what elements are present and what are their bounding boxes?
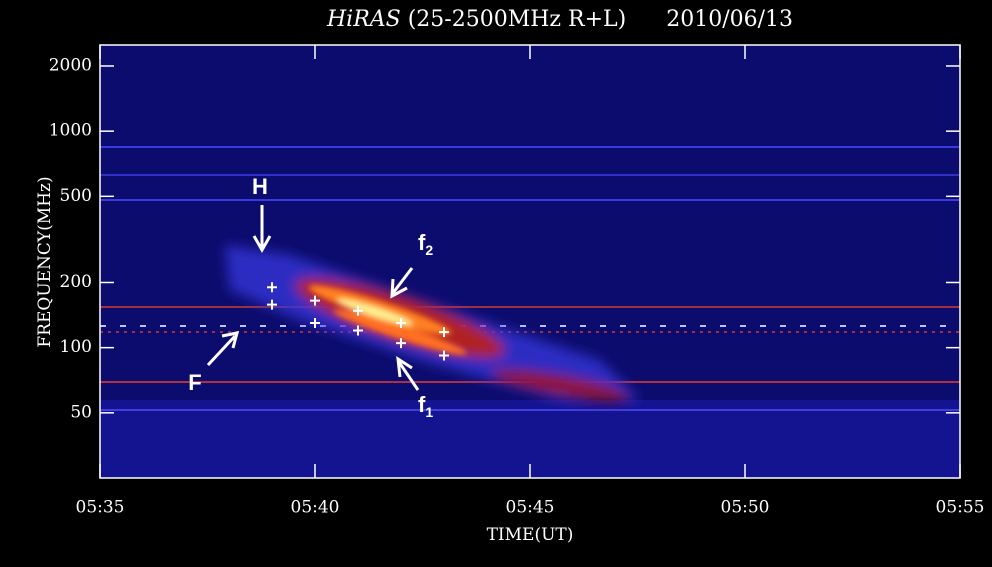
marker [310, 295, 320, 306]
annotation: f1 [418, 392, 433, 420]
title-range: (25-2500MHz R+L) [408, 7, 627, 32]
annotation: H [252, 174, 268, 199]
burst-tail [491, 369, 629, 401]
y-axis-label: FREQUENCY(MHz) [35, 176, 55, 347]
spectrogram [100, 45, 960, 478]
x-tick-label: 05:55 [936, 498, 985, 518]
annotation-text: f [418, 392, 426, 417]
y-tick-label: 2000 [49, 55, 92, 75]
annotation-subscript: 2 [425, 242, 433, 258]
arrow [206, 331, 240, 367]
annotation: f2 [418, 230, 433, 258]
burst-core [336, 298, 414, 326]
marker [396, 317, 406, 328]
annotation-text: f [418, 230, 426, 255]
marker [396, 338, 406, 349]
arrow [390, 267, 414, 299]
arrows [206, 205, 420, 391]
burst-orange [333, 309, 467, 355]
arrow [396, 356, 420, 391]
annotation: F [188, 370, 201, 395]
marker [267, 282, 277, 293]
y-tick-label: 50 [70, 402, 92, 422]
marker [267, 299, 277, 310]
x-axis-label: TIME(UT) [487, 525, 574, 545]
x-tick-label: 05:40 [291, 498, 340, 518]
marker [310, 317, 320, 328]
x-tick-label: 05:50 [721, 498, 770, 518]
marker [353, 325, 363, 336]
marker [353, 305, 363, 316]
y-tick-label: 200 [60, 272, 92, 292]
y-tick-label: 1000 [49, 121, 92, 141]
title-date: 2010/06/13 [666, 7, 793, 32]
x-tick-label: 05:35 [76, 498, 125, 518]
title-instrument: HiRAS [326, 7, 401, 32]
y-tick-label: 100 [60, 337, 92, 357]
marker [439, 327, 449, 338]
marker [439, 350, 449, 361]
chart-title: HiRAS (25-2500MHz R+L) 2010/06/13 [326, 7, 793, 32]
burst-core [308, 285, 467, 355]
x-tick-label: 05:45 [506, 498, 555, 518]
y-tick-label: 500 [60, 186, 92, 206]
arrow [252, 205, 272, 254]
annotation-subscript: 1 [425, 404, 433, 420]
